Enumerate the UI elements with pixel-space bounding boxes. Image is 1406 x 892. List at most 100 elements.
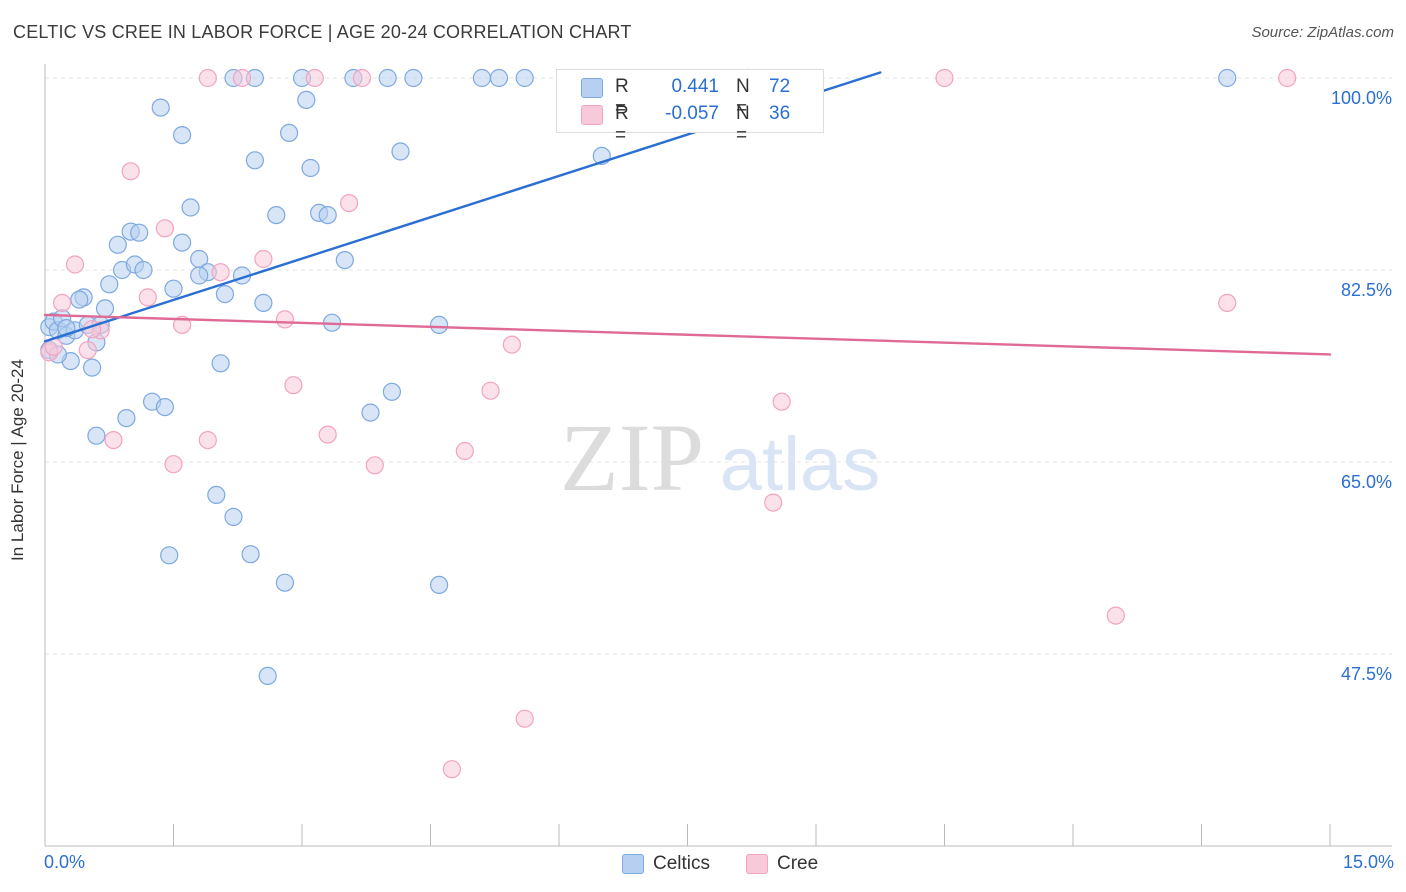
data-points bbox=[40, 68, 1297, 779]
celtics-point-71 bbox=[190, 266, 209, 285]
celtics-point-36 bbox=[280, 123, 299, 142]
cree-point-25 bbox=[502, 335, 521, 354]
celtics-point-59 bbox=[224, 507, 243, 527]
cree-trend-line bbox=[43, 313, 1332, 356]
celtics-point-9 bbox=[82, 358, 102, 377]
cree-point-2 bbox=[65, 255, 85, 274]
cree-point-30 bbox=[1106, 606, 1125, 625]
celtics-point-56 bbox=[1218, 68, 1237, 88]
celtics-point-12 bbox=[87, 426, 106, 445]
cree-legend-label: Cree bbox=[777, 853, 819, 874]
y-tick-label-0: 100.0% bbox=[1331, 88, 1392, 108]
watermark: ZIP atlas bbox=[560, 404, 880, 511]
celtics-point-19 bbox=[134, 260, 153, 280]
cree-point-26 bbox=[515, 709, 534, 728]
x-tick-label-max: 15.0% bbox=[1342, 852, 1394, 872]
celtics-point-51 bbox=[472, 68, 491, 88]
celtics-point-30 bbox=[215, 285, 234, 304]
celtics-point-16 bbox=[117, 409, 136, 428]
celtics-point-64 bbox=[70, 290, 89, 309]
celtics-point-49 bbox=[404, 68, 423, 88]
celtics-point-50 bbox=[430, 575, 449, 595]
celtics-legend-swatch-icon bbox=[622, 854, 644, 874]
celtics-point-39 bbox=[301, 158, 320, 178]
celtics-point-34 bbox=[258, 666, 277, 686]
celtics-point-33 bbox=[254, 293, 273, 312]
celtics-point-46 bbox=[378, 68, 397, 88]
celtics-swatch-icon bbox=[581, 78, 603, 98]
cree-point-16 bbox=[284, 376, 303, 395]
cree-point-19 bbox=[340, 194, 359, 213]
celtics-point-43 bbox=[335, 251, 354, 270]
celtics-point-70 bbox=[275, 573, 294, 592]
cree-point-7 bbox=[138, 288, 157, 307]
celtics-point-69 bbox=[430, 315, 449, 334]
cree-point-32 bbox=[1278, 68, 1297, 88]
celtics-point-63 bbox=[95, 299, 115, 318]
celtics-legend-label: Celtics bbox=[653, 853, 711, 874]
cree-n-value: 36 bbox=[769, 103, 791, 124]
cree-point-22 bbox=[442, 760, 461, 779]
chart-source: Source: ZipAtlas.com bbox=[1251, 24, 1394, 41]
celtics-point-21 bbox=[151, 98, 170, 117]
axes bbox=[44, 64, 1392, 847]
celtics-point-25 bbox=[181, 198, 200, 217]
y-tick-labels: 100.0% 82.5% 65.0% 47.5% bbox=[1331, 88, 1392, 684]
cree-point-17 bbox=[305, 68, 324, 88]
cree-r-label: R = bbox=[615, 103, 629, 146]
cree-point-18 bbox=[318, 425, 337, 444]
cree-point-24 bbox=[481, 381, 500, 400]
cree-point-15 bbox=[275, 310, 294, 329]
celtics-point-13 bbox=[100, 275, 119, 294]
celtics-point-47 bbox=[382, 382, 401, 401]
correlation-legend: R = 0.441 N = 72 R = -0.057 N = 36 bbox=[556, 69, 824, 146]
cree-point-11 bbox=[198, 431, 217, 450]
cree-point-29 bbox=[935, 68, 954, 88]
celtics-point-14 bbox=[108, 235, 127, 254]
cree-point-3 bbox=[78, 341, 97, 360]
celtics-point-58 bbox=[155, 398, 174, 417]
celtics-point-28 bbox=[207, 485, 226, 504]
cree-point-13 bbox=[232, 68, 252, 88]
x-tick-label-min: 0.0% bbox=[44, 852, 86, 872]
celtics-point-52 bbox=[489, 68, 509, 88]
cree-point-10 bbox=[173, 315, 192, 334]
celtics-point-45 bbox=[361, 403, 380, 422]
celtics-point-29 bbox=[211, 354, 230, 373]
celtics-r-value: 0.441 bbox=[671, 76, 719, 97]
cree-r-value: -0.057 bbox=[665, 103, 719, 124]
celtics-point-24 bbox=[173, 233, 192, 252]
chart-title: CELTIC VS CREE IN LABOR FORCE | AGE 20-2… bbox=[13, 22, 632, 42]
cree-point-12 bbox=[211, 263, 230, 282]
celtics-r-label: R = bbox=[615, 76, 629, 119]
cree-point-8 bbox=[155, 219, 174, 238]
cree-point-14 bbox=[254, 249, 273, 269]
cree-point-23 bbox=[455, 441, 474, 461]
celtics-point-48 bbox=[391, 142, 410, 161]
cree-point-5 bbox=[104, 431, 123, 450]
cree-point-9 bbox=[164, 455, 183, 474]
celtics-point-32 bbox=[245, 151, 264, 170]
cree-point-21 bbox=[365, 456, 384, 475]
cree-point-28 bbox=[772, 392, 791, 411]
cree-point-34 bbox=[198, 68, 217, 88]
cree-n-label: N = bbox=[736, 103, 750, 146]
celtics-point-57 bbox=[173, 126, 192, 145]
celtics-point-65 bbox=[130, 223, 149, 242]
cree-legend-swatch-icon bbox=[746, 854, 768, 874]
y-tick-label-3: 47.5% bbox=[1341, 664, 1392, 684]
celtics-point-41 bbox=[318, 206, 337, 225]
celtics-point-60 bbox=[241, 545, 260, 564]
cree-point-1 bbox=[52, 293, 72, 312]
celtics-point-35 bbox=[267, 206, 286, 225]
celtics-n-value: 72 bbox=[769, 76, 791, 97]
celtics-point-23 bbox=[164, 279, 183, 298]
y-tick-label-1: 82.5% bbox=[1341, 280, 1392, 300]
watermark-atlas: atlas bbox=[720, 422, 881, 507]
cree-point-27 bbox=[764, 493, 783, 512]
cree-point-31 bbox=[1218, 293, 1237, 312]
celtics-point-53 bbox=[515, 68, 534, 88]
y-axis-label: In Labor Force | Age 20-24 bbox=[8, 359, 27, 561]
celtics-point-38 bbox=[297, 90, 316, 110]
